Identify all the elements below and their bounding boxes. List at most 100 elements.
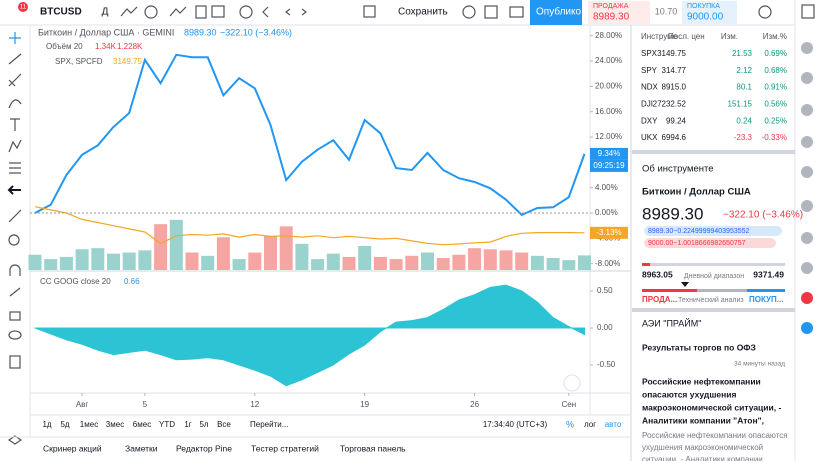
brush-tool[interactable]: [8, 99, 22, 109]
prediction-tool[interactable]: [9, 162, 21, 174]
auto-toggle[interactable]: авто: [605, 420, 622, 429]
range-button[interactable]: Все: [217, 420, 231, 429]
watchlist-header: Инструме: [641, 32, 678, 41]
x-tick-label: Авг: [76, 400, 89, 409]
buy-price: 9000.00: [687, 12, 724, 23]
add-icon[interactable]: [144, 5, 158, 19]
news-headline-line[interactable]: макроэкономической ситуации, -: [642, 402, 781, 412]
news-headline-line[interactable]: опасаются ухудшения: [642, 389, 737, 399]
footer-tab[interactable]: Скринер акций: [43, 443, 102, 453]
buy-box[interactable]: [682, 1, 737, 24]
spx-legend: SPX, SPCFD: [55, 57, 103, 66]
fullscreen-icon[interactable]: [484, 5, 498, 19]
watchlist-cell: 3149.75: [657, 49, 686, 58]
watchlist-cell[interactable]: DJI: [641, 100, 653, 109]
signal-icon[interactable]: [801, 262, 813, 274]
news-headline[interactable]: Результаты торгов по ОФЗ: [642, 342, 756, 352]
log-toggle[interactable]: лог: [584, 420, 596, 429]
watchlist-cell: 6994.6: [662, 133, 687, 142]
magnet-tool[interactable]: [9, 264, 21, 276]
percent-toggle[interactable]: %: [566, 419, 574, 429]
footer-tab[interactable]: Торговая панель: [340, 443, 406, 453]
alerts-icon[interactable]: [801, 42, 813, 54]
publish-button[interactable]: [530, 0, 582, 25]
snapshot-icon[interactable]: [509, 6, 524, 18]
data-window-icon[interactable]: [801, 72, 813, 84]
back-tool[interactable]: [7, 185, 21, 195]
volume-bar: [373, 256, 387, 270]
volume-bar: [279, 226, 293, 270]
y-tick-label: -8.00%: [595, 259, 620, 268]
goto-button[interactable]: Перейти...: [250, 420, 288, 429]
visibility-tool[interactable]: [8, 330, 22, 340]
publish-label[interactable]: Опублико: [536, 6, 581, 18]
chat-icon[interactable]: [801, 200, 813, 212]
footer-tab[interactable]: Тестер стратегий: [251, 443, 319, 453]
hotlist-icon[interactable]: [801, 104, 813, 116]
series-line: [34, 206, 585, 246]
range-button[interactable]: 1мес: [80, 420, 98, 429]
watchlist-cell: -0.33%: [762, 133, 787, 142]
volume-ma-value: 1.228K: [117, 42, 143, 51]
info-icon[interactable]: [758, 5, 772, 19]
ruler-tool[interactable]: [8, 209, 22, 223]
replay-icon[interactable]: [262, 6, 269, 18]
text-tool[interactable]: [10, 118, 20, 131]
chart-type-icon[interactable]: [120, 6, 138, 17]
calendar-icon[interactable]: [801, 136, 813, 148]
ideas-icon[interactable]: [801, 166, 813, 178]
volume-bar: [452, 254, 466, 270]
scroll-right-button[interactable]: [563, 374, 581, 392]
undo-icon[interactable]: [285, 8, 291, 16]
toolbar-icons: [120, 4, 815, 19]
lock-tool[interactable]: [9, 311, 21, 321]
watchlist-cell[interactable]: NDX: [641, 83, 659, 92]
range-button[interactable]: 6мес: [133, 420, 151, 429]
indicators-icon[interactable]: [195, 5, 207, 19]
news-source[interactable]: АЭИ "ПРАЙМ": [642, 317, 701, 328]
orders-icon[interactable]: [801, 322, 813, 334]
sell-box[interactable]: [588, 1, 650, 24]
compare-icon[interactable]: [169, 6, 187, 17]
range-button[interactable]: 1д: [42, 420, 51, 429]
interval[interactable]: Д: [102, 7, 109, 18]
footer-tab[interactable]: Редактор Pine: [176, 443, 232, 453]
osc-value: 0.66: [124, 277, 140, 286]
news-headline-line[interactable]: Аналитики компании "Атон",: [642, 415, 764, 425]
watchlist-cell[interactable]: SPY: [641, 66, 658, 75]
alert-icon[interactable]: [239, 5, 253, 19]
pattern-tool[interactable]: [8, 139, 22, 153]
watchlist-cell[interactable]: SPX: [641, 49, 658, 58]
zoom-tool[interactable]: [8, 234, 20, 246]
symbol[interactable]: BTCUSD: [40, 7, 82, 18]
footer-tab[interactable]: Заметки: [125, 443, 158, 453]
volume-bar: [44, 259, 58, 270]
lock-draw-tool[interactable]: [9, 287, 21, 297]
range-button[interactable]: 3мес: [106, 420, 124, 429]
cursor-tool[interactable]: [9, 32, 21, 44]
range-button[interactable]: 5д: [60, 420, 69, 429]
watchlist-cell[interactable]: UKX: [641, 133, 658, 142]
watchlist-cell[interactable]: DXY: [641, 116, 658, 125]
notifications-icon[interactable]: [801, 292, 813, 304]
watchlist-cell: 314.77: [662, 66, 687, 75]
trash-tool[interactable]: [9, 355, 21, 369]
settings-icon[interactable]: [462, 5, 476, 19]
redo-icon[interactable]: [301, 8, 307, 16]
news-headline-line[interactable]: Российские нефтекомпании: [642, 376, 761, 386]
layout-icon[interactable]: [363, 5, 376, 18]
range-button[interactable]: YTD: [159, 420, 175, 429]
streams-icon[interactable]: [801, 232, 813, 244]
range-button[interactable]: 1г: [184, 420, 191, 429]
volume-legend: Объём 20: [46, 42, 83, 51]
watchlist-icon[interactable]: [801, 4, 815, 19]
templates-icon[interactable]: [211, 5, 225, 18]
clock: 17:34:40 (UTC+3): [483, 420, 548, 429]
fib-tool[interactable]: [8, 73, 22, 87]
range-button[interactable]: 5л: [199, 420, 208, 429]
volume-bar: [185, 252, 199, 270]
watchlist-cell: 0.69%: [764, 49, 787, 58]
volume-bar: [264, 236, 277, 270]
save-button[interactable]: Сохранить: [398, 7, 448, 18]
trendline-tool[interactable]: [8, 53, 22, 65]
